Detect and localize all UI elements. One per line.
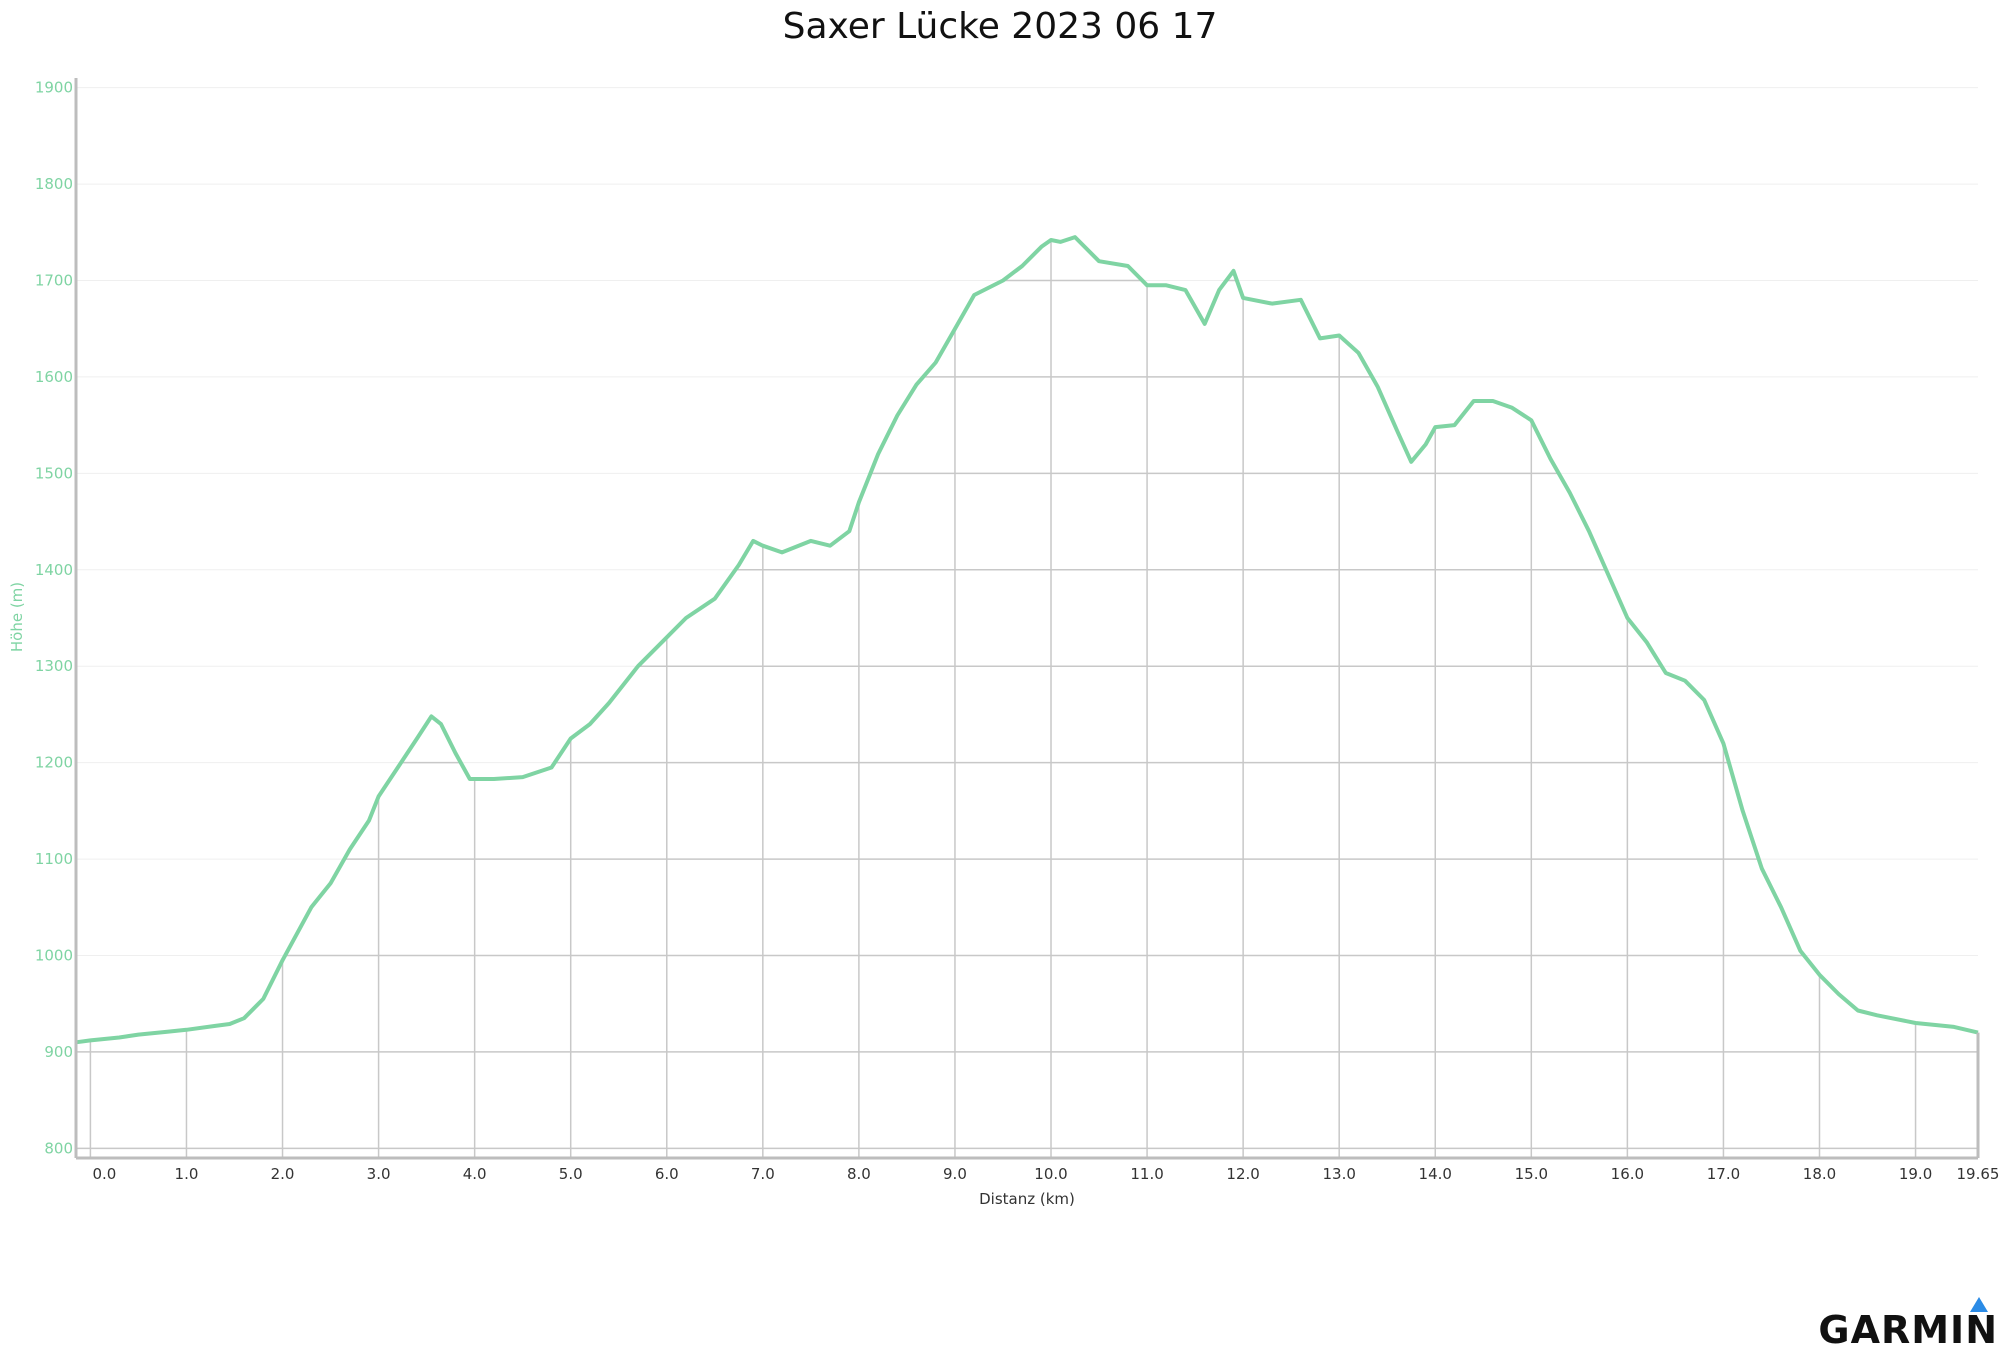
x-tick-label-2: 2.0 bbox=[271, 1165, 295, 1183]
x-tick-label-12: 12.0 bbox=[1226, 1165, 1259, 1183]
y-tick-label-1900: 1900 bbox=[35, 79, 73, 97]
chart-title: Saxer Lücke 2023 06 17 bbox=[782, 6, 1218, 47]
x-tick-label-14: 14.0 bbox=[1419, 1165, 1452, 1183]
y-axis-label: Höhe (m) bbox=[8, 582, 26, 652]
y-tick-label-1500: 1500 bbox=[35, 464, 73, 482]
y-tick-label-1200: 1200 bbox=[35, 754, 73, 772]
x-tick-label-17: 17.0 bbox=[1707, 1165, 1740, 1183]
x-tick-label-7: 7.0 bbox=[751, 1165, 775, 1183]
x-tick-label-9: 9.0 bbox=[943, 1165, 967, 1183]
y-tick-label-1100: 1100 bbox=[35, 850, 73, 868]
y-tick-label-1600: 1600 bbox=[35, 368, 73, 386]
elevation-line bbox=[75, 235, 1979, 1045]
x-tick-label-6: 6.0 bbox=[655, 1165, 679, 1183]
x-tick-label-5: 5.0 bbox=[559, 1165, 583, 1183]
x-tick-labels: 0.0 1.0 2.0 3.0 4.0 5.0 6.0 7.0 8.0 9.0 10.0 11.0 12… bbox=[92, 1165, 1999, 1183]
x-tick-label-1: 1.0 bbox=[175, 1165, 199, 1183]
y-tick-label-1000: 1000 bbox=[35, 947, 73, 965]
area-layer bbox=[75, 235, 1979, 1159]
x-tick-label-10: 10.0 bbox=[1034, 1165, 1067, 1183]
x-axis-label: Distanz (km) bbox=[979, 1190, 1075, 1208]
x-tick-label-4: 4.0 bbox=[463, 1165, 487, 1183]
x-tick-label-13: 13.0 bbox=[1322, 1165, 1355, 1183]
axis-layer bbox=[74, 78, 1980, 1160]
x-tick-label-8: 8.0 bbox=[847, 1165, 871, 1183]
garmin-logo-text: GARMIN bbox=[1818, 1308, 1998, 1352]
x-tick-label-3: 3.0 bbox=[367, 1165, 391, 1183]
x-tick-label-0: 0.0 bbox=[92, 1165, 116, 1183]
x-tick-label-19: 19.0 bbox=[1899, 1165, 1932, 1183]
y-tick-label-1800: 1800 bbox=[35, 175, 73, 193]
x-tick-label-20: 19.65 bbox=[1957, 1165, 2000, 1183]
elevation-area bbox=[76, 237, 1978, 1159]
x-tick-label-16: 16.0 bbox=[1611, 1165, 1644, 1183]
garmin-triangle-icon bbox=[1970, 1297, 1988, 1312]
garmin-logo: GARMIN bbox=[1818, 1292, 2000, 1352]
y-tick-label-1300: 1300 bbox=[35, 657, 73, 675]
x-tick-label-18: 18.0 bbox=[1803, 1165, 1836, 1183]
y-tick-label-1700: 1700 bbox=[35, 272, 73, 290]
y-tick-label-800: 800 bbox=[44, 1139, 73, 1157]
y-tick-label-1400: 1400 bbox=[35, 561, 73, 579]
y-tick-labels: 800 900 1000 1100 1200 1300 1400 1500 1600 1700 18… bbox=[35, 79, 73, 1158]
y-tick-label-900: 900 bbox=[44, 1043, 73, 1061]
x-tick-label-15: 15.0 bbox=[1515, 1165, 1548, 1183]
x-tick-label-11: 11.0 bbox=[1130, 1165, 1163, 1183]
